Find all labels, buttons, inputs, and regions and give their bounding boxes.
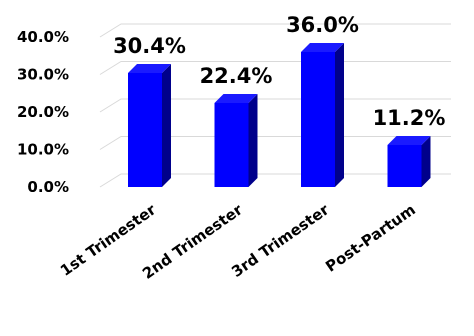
bar [301, 43, 344, 187]
y-axis-ticks: 0.0% 10.0% 20.0% 30.0% 40.0% [17, 28, 69, 196]
bar-top [214, 94, 258, 103]
bar-side [421, 136, 431, 187]
y-tick-label: 20.0% [17, 103, 69, 121]
bar [128, 64, 171, 187]
data-labels: 30.4% 22.4% 36.0% 11.2% [113, 13, 445, 130]
bar-top [387, 136, 431, 145]
data-label: 36.0% [286, 13, 359, 37]
category-label: Post-Partum [322, 201, 419, 276]
bars [128, 43, 431, 187]
bar-front [301, 52, 335, 187]
y-tick-label: 10.0% [17, 141, 69, 159]
data-label: 30.4% [113, 34, 186, 58]
y-tick-label: 30.0% [17, 66, 69, 84]
bar-side [335, 43, 344, 187]
data-label: 11.2% [373, 106, 446, 130]
bar-front [128, 73, 162, 187]
gridline [99, 23, 451, 38]
bar-side [162, 64, 171, 187]
bar-side [248, 94, 258, 187]
bar-top [301, 43, 344, 52]
bar-top [128, 64, 171, 73]
data-label: 22.4% [200, 64, 273, 88]
y-tick-label: 0.0% [27, 178, 69, 196]
bar-front [214, 103, 249, 187]
bar [214, 94, 258, 187]
y-tick-label: 40.0% [17, 28, 69, 46]
bar [387, 136, 431, 187]
bar-front [387, 145, 422, 187]
category-label: 3rd Trimester [228, 200, 333, 281]
